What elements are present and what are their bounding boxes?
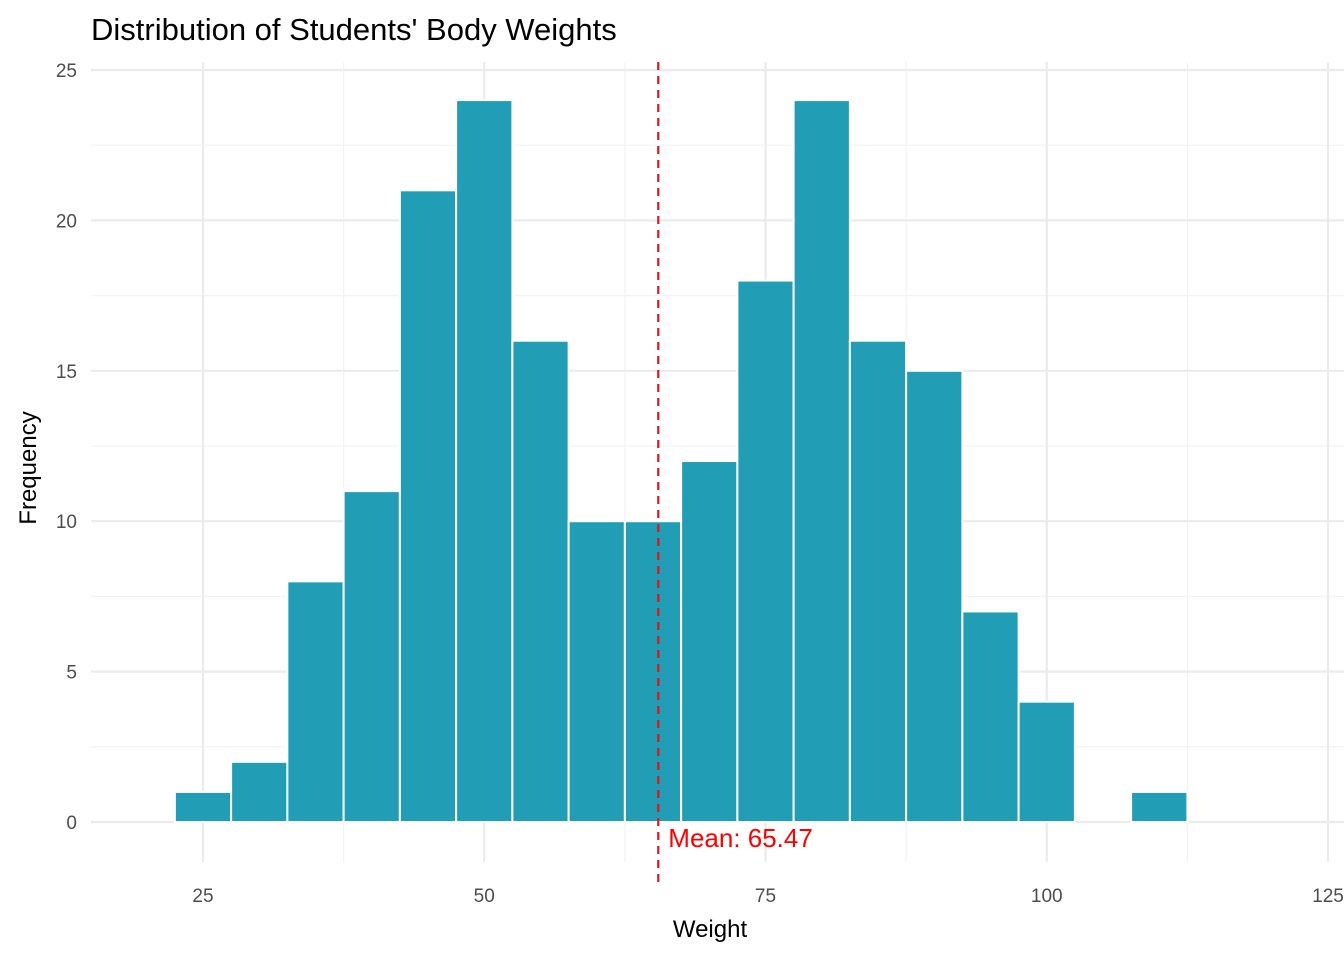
axis-ticks: 25 50 75 100 125 0 5 10 15 20 25	[56, 61, 1344, 907]
histogram-bar	[1130, 790, 1189, 823]
histogram-bar	[961, 610, 1020, 823]
chart-title: Distribution of Students' Body Weights	[91, 12, 617, 47]
histogram-bar	[1017, 700, 1076, 823]
histogram-bar	[173, 790, 233, 823]
histogram-bar	[286, 580, 345, 823]
histogram-bar	[567, 520, 626, 823]
y-tick-label: 10	[56, 512, 77, 533]
x-tick-label: 25	[192, 886, 213, 907]
y-tick-label: 25	[56, 61, 77, 82]
x-tick-label: 50	[474, 886, 495, 907]
y-tick-label: 15	[56, 362, 77, 383]
mean-label: Mean: 65.47	[668, 823, 813, 853]
histogram-bar	[342, 490, 401, 823]
histogram-bar	[905, 369, 964, 823]
y-tick-label: 5	[66, 663, 77, 684]
histogram-bar	[398, 189, 458, 823]
mean-annotation: Mean: 65.47	[657, 62, 813, 882]
y-axis-label: Frequency	[15, 411, 42, 524]
histogram-bar	[455, 99, 514, 823]
histogram-bar	[623, 520, 683, 823]
y-tick-label: 20	[56, 211, 77, 232]
x-axis-label: Weight	[673, 916, 748, 943]
histogram-bar	[680, 460, 739, 823]
bars	[173, 99, 1189, 824]
x-tick-label: 75	[755, 886, 776, 907]
y-tick-label: 0	[66, 813, 77, 834]
histogram-bar	[792, 99, 851, 823]
histogram-bar	[848, 339, 908, 823]
histogram-bar	[230, 760, 289, 824]
histogram-bar	[736, 279, 795, 823]
x-tick-label: 125	[1312, 886, 1344, 907]
x-tick-label: 100	[1031, 886, 1063, 907]
histogram-bar	[511, 339, 570, 823]
